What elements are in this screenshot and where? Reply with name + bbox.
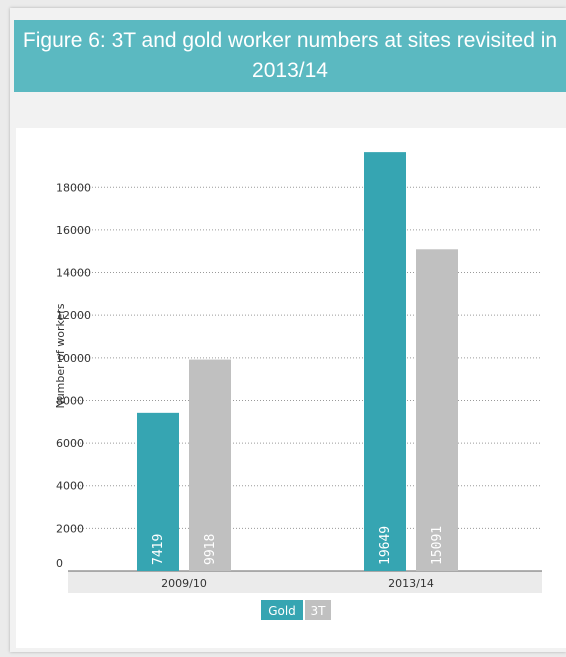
x-axis-band bbox=[68, 571, 542, 593]
bar bbox=[364, 152, 406, 571]
bar-chart: 0 2000 4000 6000 8000 10000 12000 14000 16000 180… bbox=[54, 152, 542, 620]
bar-value-label: 9918 bbox=[203, 534, 218, 565]
bar-value-label: 7419 bbox=[151, 534, 166, 565]
y-tick-label: 0 bbox=[56, 557, 63, 570]
y-tick-label: 14000 bbox=[56, 267, 91, 280]
y-tick-label: 18000 bbox=[56, 181, 91, 194]
legend-swatch bbox=[261, 600, 303, 620]
y-tick-label: 8000 bbox=[56, 394, 84, 407]
legend-swatch bbox=[305, 600, 331, 620]
figure-title: Figure 6: 3T and gold worker numbers at … bbox=[14, 20, 566, 92]
x-category-label: 2009/10 bbox=[161, 577, 207, 590]
bar-value-label: 15091 bbox=[430, 526, 445, 565]
y-tick-label: 12000 bbox=[56, 309, 91, 322]
y-tick-label: 6000 bbox=[56, 437, 84, 450]
bar bbox=[189, 359, 231, 571]
bar bbox=[137, 412, 179, 571]
y-axis-label: Number of workers bbox=[54, 303, 67, 408]
legend-entry: Gold bbox=[268, 604, 296, 618]
bar-value-label: 19649 bbox=[378, 526, 393, 565]
y-tick-label: 10000 bbox=[56, 352, 91, 365]
y-tick-label: 16000 bbox=[56, 224, 91, 237]
chart-area: 0 2000 4000 6000 8000 10000 12000 14000 16000 180… bbox=[16, 128, 566, 648]
legend-entry: 3T bbox=[311, 604, 327, 618]
y-tick-label: 2000 bbox=[56, 522, 84, 535]
x-category-label: 2013/14 bbox=[388, 577, 434, 590]
y-tick-label: 4000 bbox=[56, 480, 84, 493]
bar bbox=[416, 249, 458, 571]
